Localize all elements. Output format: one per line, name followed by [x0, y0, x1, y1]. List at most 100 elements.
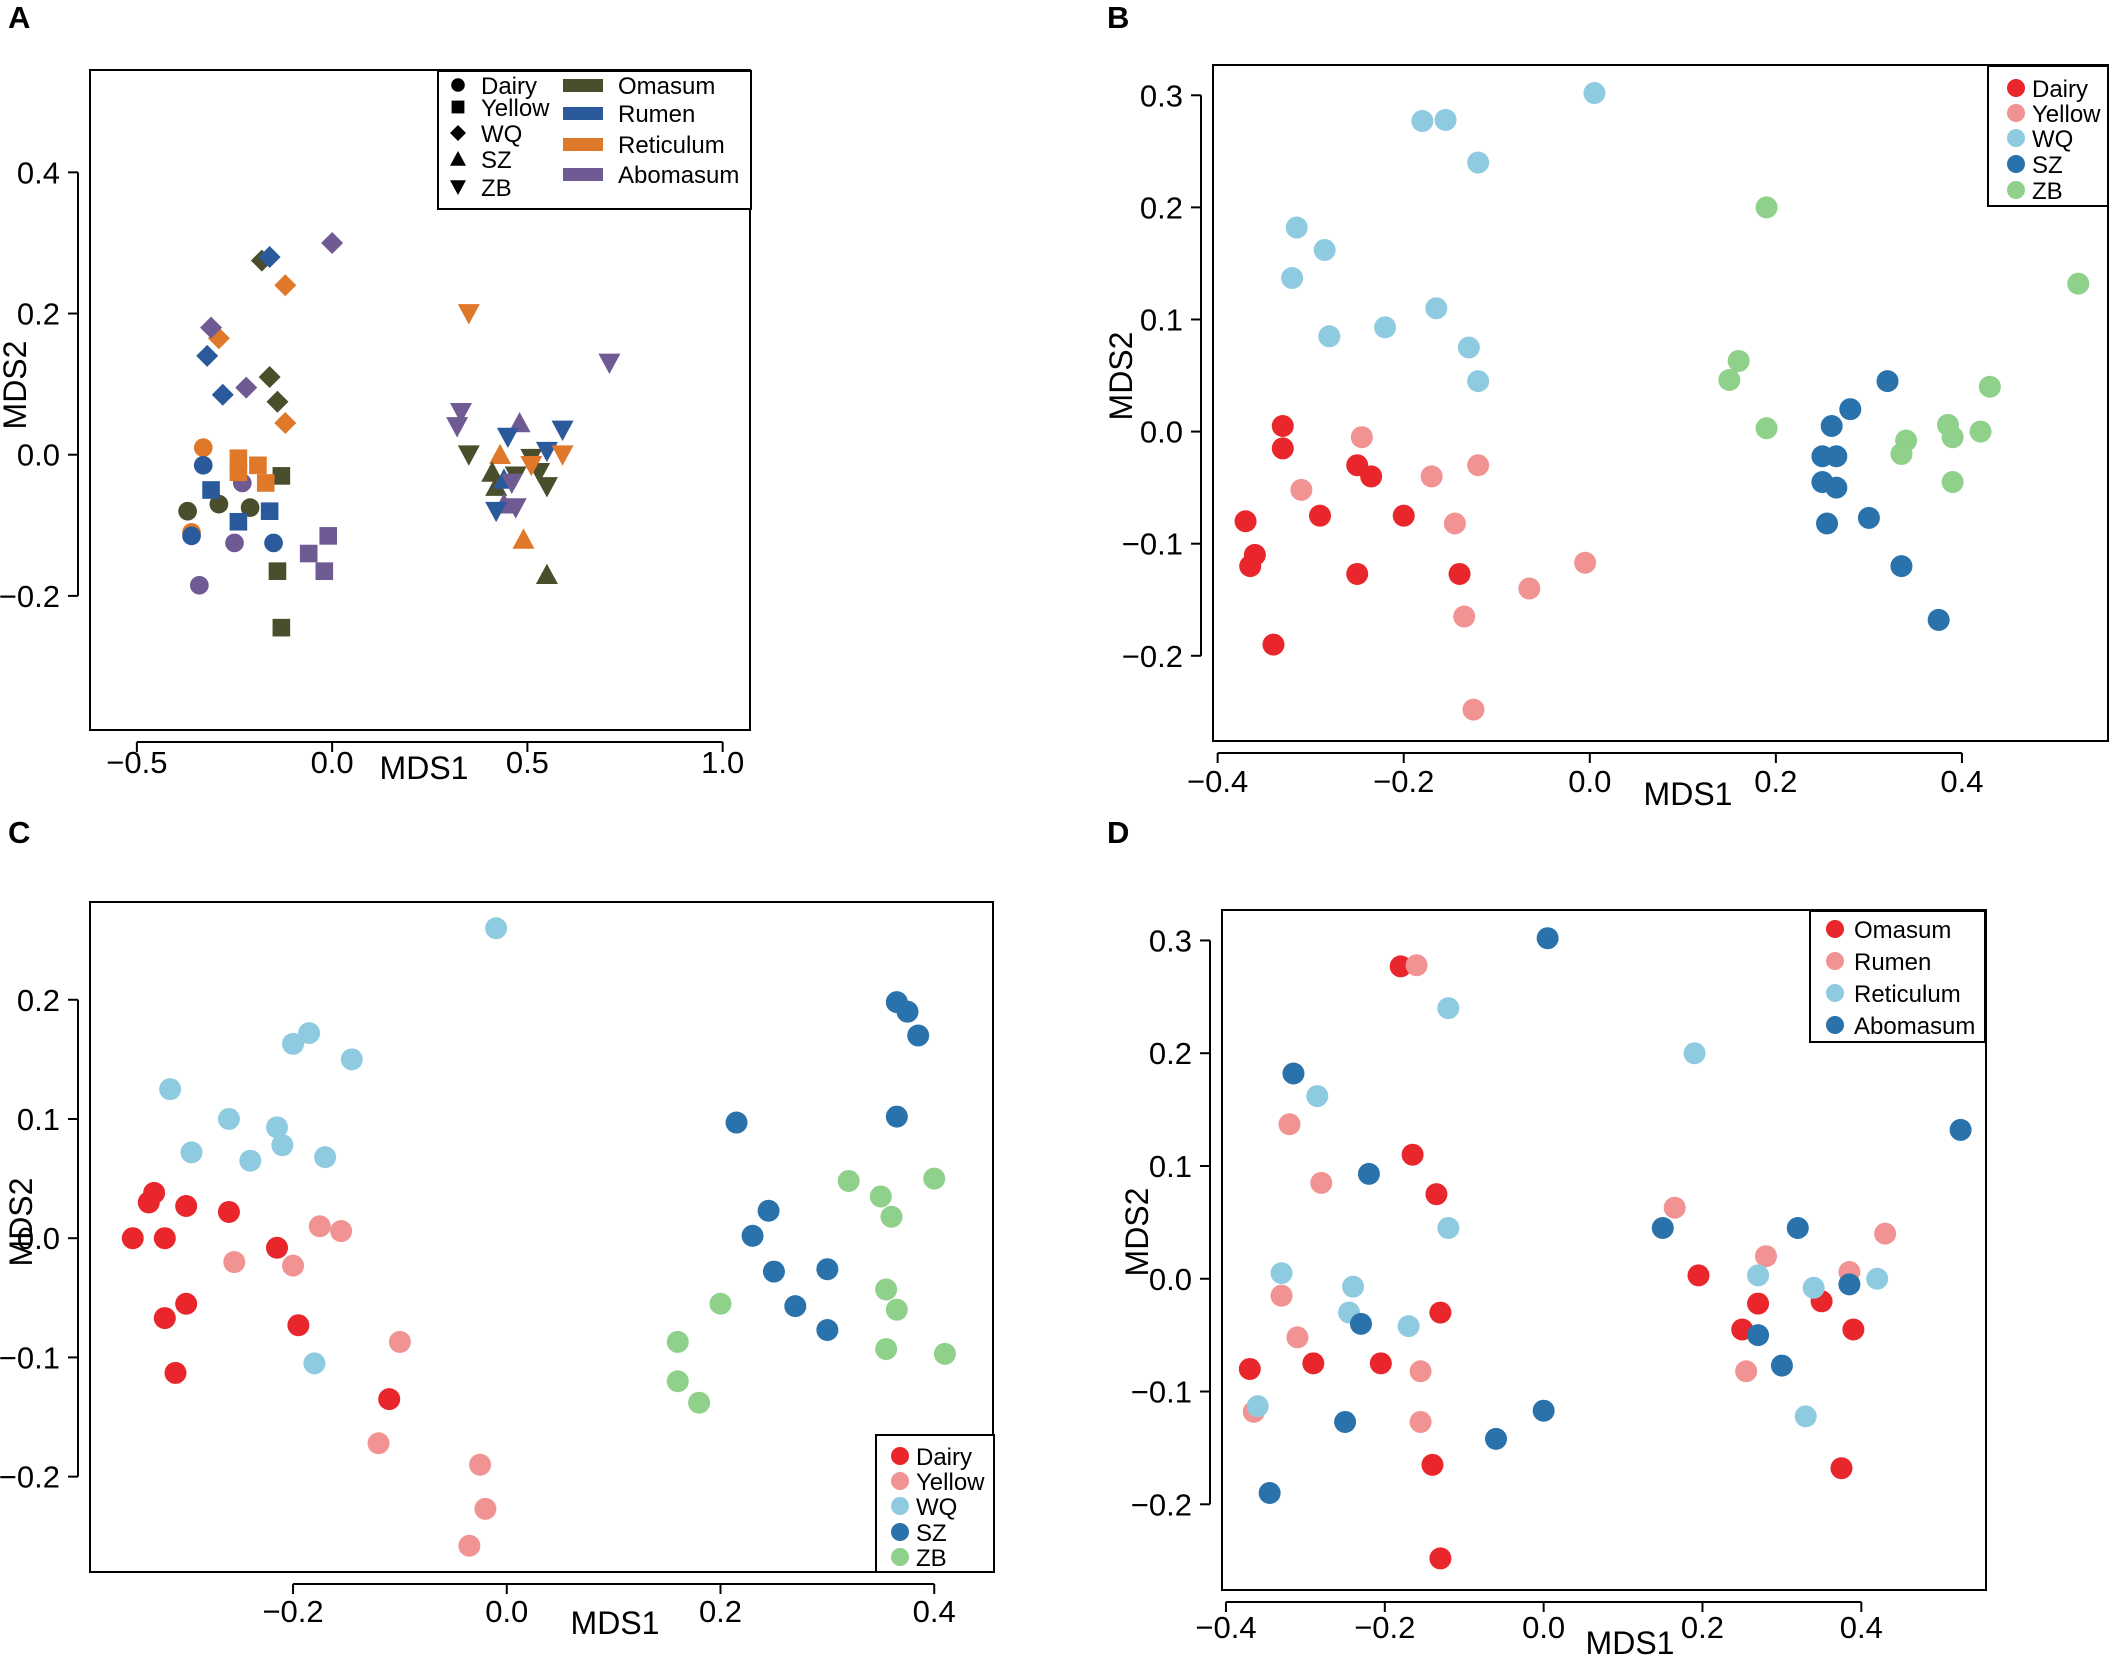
panel-c-point-zb — [885, 1298, 908, 1321]
y-tick-label: 0.1 — [1140, 302, 1183, 337]
panel-b-point-zb — [2067, 272, 2090, 295]
panel-b-point-yellow — [1467, 454, 1490, 477]
panel-c-point-wq — [159, 1078, 182, 1101]
panel-d-legend-marker-reticulum — [1826, 984, 1844, 1002]
x-tick-label: 0.0 — [1568, 764, 1611, 799]
panel-d-point-abomasum — [1747, 1324, 1770, 1347]
panel-c-point-yellow — [474, 1497, 497, 1520]
panel-d-point-reticulum — [1683, 1042, 1706, 1065]
panel-c-point-sz — [907, 1024, 930, 1047]
panel-a-legend-circle-marker — [451, 78, 465, 92]
y-tick-label: 0.0 — [17, 1221, 60, 1256]
y-tick-label: 0.3 — [1149, 923, 1192, 958]
panel-d-mds-plot: D −0.4 −0.2 0.0 0.2 0.4−0.2−0.10.00.10.20.3 … — [1107, 815, 1987, 1658]
panel-c-legend-label-yellow: Yellow — [916, 1469, 985, 1496]
panel-b-legend-marker-dairy — [2007, 79, 2025, 97]
panel-a-point-square-abomasum — [299, 544, 318, 563]
y-tick-label: −0.1 — [1131, 1375, 1192, 1410]
panel-c-mds-plot: C −0.2 0.0 0.2 0.4 −0.2 −0.1 0.0 0.1 0.2 MDS1 MD… — [0, 815, 995, 1641]
panel-d-point-omasum — [1842, 1318, 1865, 1341]
panel-b-legend-label-zb: ZB — [2032, 178, 2063, 205]
panel-c-point-yellow — [308, 1215, 331, 1238]
panel-a-legend-label-dairy: Dairy — [481, 73, 537, 100]
panel-c-legend-label-dairy: Dairy — [916, 1444, 972, 1471]
panel-b-point-dairy — [1271, 437, 1294, 460]
panel-b-point-wq — [1583, 82, 1606, 105]
panel-b-point-yellow — [1518, 577, 1541, 600]
panel-a-point-triangle-down-omasum — [535, 477, 558, 498]
panel-b-point-yellow — [1574, 551, 1597, 574]
y-tick-label: −0.1 — [1122, 527, 1183, 562]
panel-a-point-square-abomasum — [319, 527, 338, 545]
panel-a-legend-square-marker — [451, 100, 465, 114]
y-tick-label: 0.2 — [1149, 1036, 1192, 1071]
panel-b-point-wq — [1411, 110, 1434, 133]
panel-a-point-triangle-down-reticulum — [520, 455, 543, 477]
panel-c-point-zb — [933, 1342, 956, 1365]
panel-b-point-zb — [1890, 443, 1913, 466]
panel-d-data-points — [1238, 927, 1972, 1570]
panel-b-axes: −0.4 −0.2 0.0 0.2 0.4 −0.2 −0.1 0.0 0.1 0.2 0.3 — [1122, 78, 1984, 799]
panel-a-point-square-omasum — [268, 562, 287, 580]
x-tick-label: 0.0 — [311, 745, 354, 780]
panel-a-point-triangle-down-rumen — [551, 420, 574, 441]
panel-a-point-square-omasum — [272, 467, 291, 485]
panel-b-point-sz — [1890, 555, 1913, 578]
panel-d-point-omasum — [1389, 955, 1412, 978]
panel-d-point-reticulum — [1747, 1264, 1770, 1287]
panel-a-plot-frame — [89, 69, 751, 731]
panel-a-letter: A — [8, 0, 30, 35]
panel-c-point-zb — [869, 1185, 892, 1208]
panel-a-point-triangle-up-omasum — [535, 563, 558, 585]
panel-d-point-omasum — [1401, 1143, 1424, 1166]
panel-d-point-abomasum — [1334, 1410, 1357, 1433]
panel-d-point-reticulum — [1866, 1267, 1889, 1290]
panel-a-point-square-rumen — [229, 512, 248, 531]
panel-d-point-reticulum — [1342, 1275, 1365, 1298]
panel-d-legend-label-abomasum: Abomasum — [1854, 1013, 1975, 1040]
panel-b-point-dairy — [1346, 562, 1369, 585]
panel-a-point-diamond-abomasum — [321, 231, 344, 254]
panel-d-point-omasum — [1687, 1264, 1710, 1287]
panel-a-point-square-reticulum — [256, 474, 275, 492]
panel-d-point-abomasum — [1536, 927, 1559, 950]
panel-c-point-wq — [303, 1352, 326, 1375]
panel-d-point-omasum — [1429, 1301, 1452, 1324]
panel-a-legend-swatch-reticulum — [563, 138, 603, 151]
panel-b-point-zb — [1969, 420, 1992, 443]
panel-b-mds-plot: B −0.4 −0.2 0.0 0.2 0.4−0.2−0.10.00.10.20.3 … — [1103, 0, 2109, 812]
panel-b-point-dairy — [1262, 633, 1285, 656]
y-tick-label: −0.1 — [0, 1340, 60, 1375]
panel-b-point-yellow — [1453, 605, 1476, 628]
panel-a-point-square-abomasum — [315, 562, 334, 580]
panel-c-point-zb — [875, 1278, 898, 1301]
panel-b-point-zb — [1978, 375, 2001, 398]
panel-b-point-zb — [1718, 369, 1741, 392]
panel-d-point-abomasum — [1484, 1427, 1507, 1450]
panel-a-axes: −0.5 0.0 0.5 1.0 −0.2 0.0 0.2 0.4 — [0, 155, 744, 780]
panel-c-point-wq — [340, 1048, 363, 1071]
panel-a-point-diamond-reticulum — [274, 274, 297, 297]
panel-a-x-axis-title: MDS1 — [380, 750, 469, 786]
panel-d-point-omasum — [1302, 1352, 1325, 1375]
panel-c-point-sz — [885, 1105, 908, 1128]
panel-a-point-diamond-reticulum — [274, 411, 297, 434]
panel-d-point-rumen — [1755, 1245, 1778, 1268]
panel-c-point-dairy — [153, 1227, 176, 1250]
y-tick-label: 0.1 — [1149, 1149, 1192, 1184]
y-tick-label: 0.0 — [1149, 1262, 1192, 1297]
panel-b-point-wq — [1467, 370, 1490, 393]
panel-d-point-rumen — [1735, 1360, 1758, 1383]
panel-a-legend-label-sz: SZ — [481, 147, 512, 174]
x-tick-label: −0.5 — [106, 745, 167, 780]
panel-c-point-dairy — [164, 1361, 187, 1384]
panel-b-point-dairy — [1448, 562, 1471, 585]
panel-a-point-triangle-up-reticulum — [489, 443, 512, 465]
panel-c-point-dairy — [378, 1388, 401, 1411]
x-tick-label: −0.4 — [1187, 764, 1248, 799]
panel-d-point-rumen — [1310, 1171, 1333, 1194]
panel-c-point-zb — [709, 1292, 732, 1315]
panel-c-legend-marker-yellow — [891, 1472, 909, 1490]
panel-c-point-dairy — [121, 1227, 144, 1250]
